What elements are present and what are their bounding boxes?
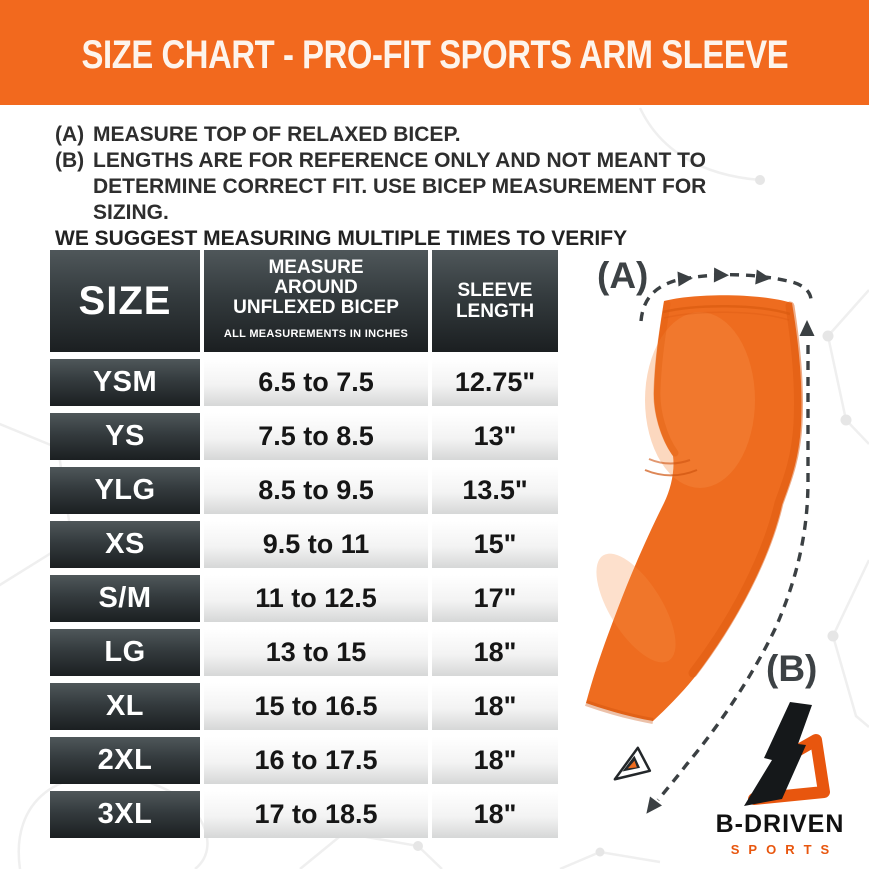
table-cell-bicep: 15 to 16.5 bbox=[204, 683, 428, 730]
table-cell-size: YSM bbox=[50, 359, 200, 406]
table-cell-bicep: 7.5 to 8.5 bbox=[204, 413, 428, 460]
arrow-down-icon bbox=[646, 796, 662, 814]
page-title: SIZE CHART - PRO-FIT SPORTS ARM SLEEVE bbox=[81, 33, 788, 77]
arrow-up-icon bbox=[799, 320, 815, 336]
note-b: (B) LENGTHS ARE FOR REFERENCE ONLY AND N… bbox=[55, 148, 755, 226]
header-size-cell: SIZE bbox=[50, 250, 200, 352]
table-cell-size: 3XL bbox=[50, 791, 200, 838]
arrow-right-icon bbox=[677, 271, 693, 287]
arrow-right-icon bbox=[755, 269, 771, 285]
brand-logo-mark bbox=[744, 702, 830, 806]
table-cell-bicep: 8.5 to 9.5 bbox=[204, 467, 428, 514]
table-cell-size: LG bbox=[50, 629, 200, 676]
size-table: SIZE MEASURE AROUND UNFLEXED BICEP ALL M… bbox=[50, 250, 558, 838]
table-cell-length: 18" bbox=[432, 791, 558, 838]
title-banner: SIZE CHART - PRO-FIT SPORTS ARM SLEEVE bbox=[0, 0, 869, 105]
brand-logo: B-DRIVEN SPORTS bbox=[695, 702, 865, 857]
note-a-text: MEASURE TOP OF RELAXED BICEP. bbox=[93, 123, 461, 146]
label-a: (A) bbox=[597, 255, 649, 296]
note-b-prefix: (B) bbox=[55, 149, 85, 172]
header-bicep-cell: MEASURE AROUND UNFLEXED BICEP ALL MEASUR… bbox=[204, 250, 428, 352]
measure-a-dashed-path bbox=[639, 273, 813, 322]
table-cell-length: 18" bbox=[432, 737, 558, 784]
arrow-icons bbox=[646, 267, 815, 814]
sleeve-logo-badge bbox=[613, 746, 652, 781]
table-cell-size: YS bbox=[50, 413, 200, 460]
header-bicep-line2: AROUND bbox=[274, 277, 358, 298]
note-b-line1: LENGTHS ARE FOR REFERENCE ONLY AND NOT M… bbox=[93, 149, 706, 172]
note-b-text: LENGTHS ARE FOR REFERENCE ONLY AND NOT M… bbox=[93, 148, 755, 226]
brand-subtitle: SPORTS bbox=[730, 842, 839, 857]
table-cell-length: 17" bbox=[432, 575, 558, 622]
table-cell-length: 13" bbox=[432, 413, 558, 460]
table-cell-bicep: 17 to 18.5 bbox=[204, 791, 428, 838]
header-sleeve-line1: SLEEVE bbox=[457, 280, 533, 301]
note-a: (A) MEASURE TOP OF RELAXED BICEP. bbox=[55, 122, 755, 148]
sleeve-diagram bbox=[585, 267, 815, 814]
table-cell-length: 18" bbox=[432, 683, 558, 730]
label-b: (B) bbox=[766, 648, 818, 689]
table-cell-size: 2XL bbox=[50, 737, 200, 784]
table-cell-size: S/M bbox=[50, 575, 200, 622]
table-cell-size: XS bbox=[50, 521, 200, 568]
table-cell-bicep: 9.5 to 11 bbox=[204, 521, 428, 568]
table-cell-bicep: 11 to 12.5 bbox=[204, 575, 428, 622]
measurement-notes: (A) MEASURE TOP OF RELAXED BICEP. (B) LE… bbox=[55, 122, 755, 278]
table-cell-size: XL bbox=[50, 683, 200, 730]
brand-name: B-DRIVEN bbox=[715, 810, 845, 838]
note-b-line2: DETERMINE CORRECT FIT. USE BICEP MEASURE… bbox=[93, 175, 707, 224]
arm-sleeve-illustration bbox=[585, 295, 804, 724]
table-cell-size: YLG bbox=[50, 467, 200, 514]
table-cell-bicep: 16 to 17.5 bbox=[204, 737, 428, 784]
table-cell-length: 12.75" bbox=[432, 359, 558, 406]
header-bicep-line3: UNFLEXED BICEP bbox=[233, 297, 399, 318]
header-bicep-line1: MEASURE bbox=[268, 257, 364, 278]
table-cell-bicep: 6.5 to 7.5 bbox=[204, 359, 428, 406]
table-cell-length: 13.5" bbox=[432, 467, 558, 514]
table-cell-length: 15" bbox=[432, 521, 558, 568]
arrow-right-icon bbox=[713, 267, 729, 283]
header-sleeve-cell: SLEEVE LENGTH bbox=[432, 250, 558, 352]
length-b-dashed-path bbox=[656, 345, 810, 802]
table-cell-length: 18" bbox=[432, 629, 558, 676]
table-cell-bicep: 13 to 15 bbox=[204, 629, 428, 676]
header-bicep-note: ALL MEASUREMENTS IN INCHES bbox=[223, 328, 409, 340]
note-a-prefix: (A) bbox=[55, 123, 85, 146]
header-sleeve-line2: LENGTH bbox=[455, 301, 535, 322]
